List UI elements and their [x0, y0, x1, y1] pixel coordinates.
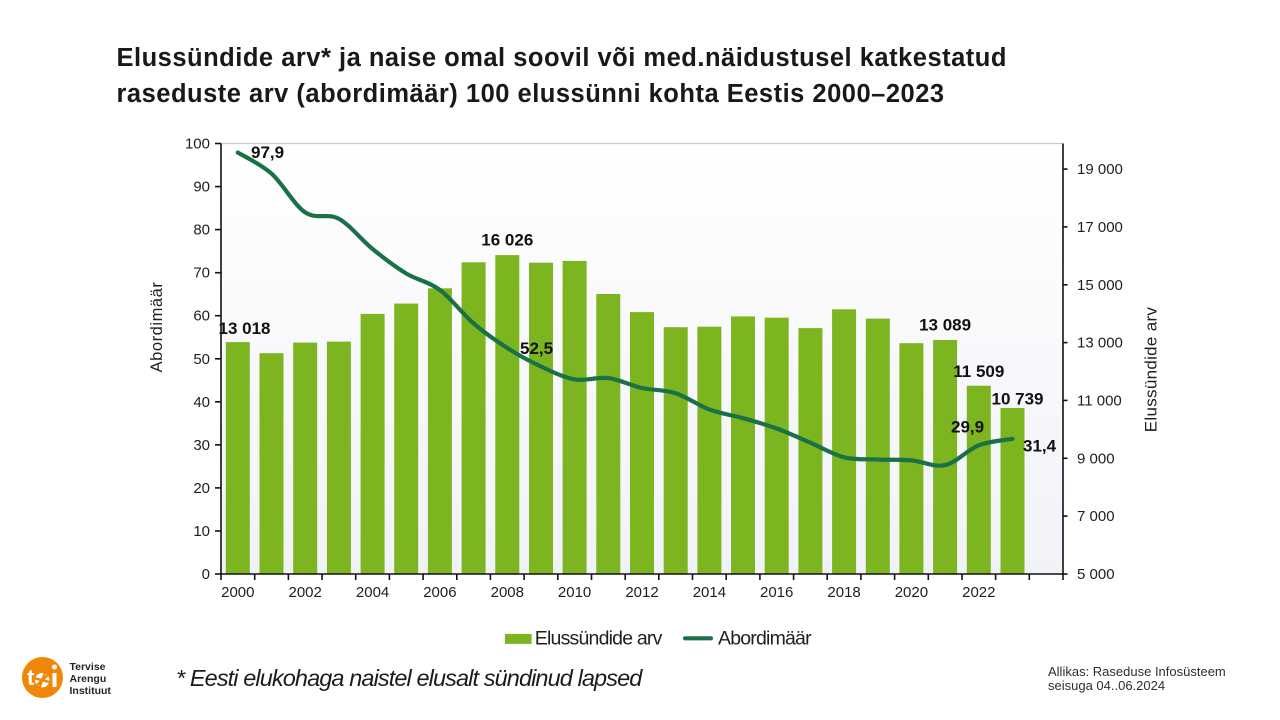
svg-text:0: 0 [202, 566, 210, 583]
svg-text:Abordimäär: Abordimäär [718, 627, 812, 649]
svg-text:10 739: 10 739 [992, 390, 1044, 409]
svg-text:50: 50 [193, 351, 210, 368]
svg-text:9 000: 9 000 [1077, 450, 1115, 467]
svg-text:2018: 2018 [827, 584, 860, 601]
svg-text:2004: 2004 [356, 584, 389, 601]
svg-text:t: t [27, 665, 35, 690]
svg-text:2006: 2006 [423, 584, 456, 601]
svg-text:100: 100 [185, 136, 210, 153]
svg-text:11 509: 11 509 [953, 362, 1004, 381]
svg-text:5 000: 5 000 [1077, 566, 1115, 583]
svg-text:2014: 2014 [693, 584, 726, 601]
svg-text:40: 40 [193, 394, 210, 411]
svg-text:10: 10 [193, 523, 210, 540]
svg-text:15 000: 15 000 [1077, 277, 1123, 294]
svg-text:Abordimäär: Abordimäär [148, 282, 166, 373]
svg-text:7 000: 7 000 [1077, 508, 1115, 525]
svg-text:80: 80 [193, 222, 210, 239]
svg-text:16 026: 16 026 [481, 231, 533, 250]
svg-text:2016: 2016 [760, 584, 793, 601]
svg-text:31,4: 31,4 [1023, 437, 1057, 456]
svg-text:19 000: 19 000 [1077, 161, 1123, 178]
svg-text:13 018: 13 018 [219, 319, 271, 338]
svg-text:90: 90 [193, 179, 210, 196]
svg-text:2010: 2010 [558, 584, 591, 601]
svg-text:20: 20 [193, 480, 210, 497]
svg-text:17 000: 17 000 [1077, 219, 1123, 236]
svg-text:2002: 2002 [289, 584, 322, 601]
svg-text:Elussündide arv: Elussündide arv [1142, 307, 1161, 433]
svg-text:29,9: 29,9 [951, 418, 984, 437]
svg-text:Elussündide arv: Elussündide arv [535, 627, 663, 649]
svg-text:2022: 2022 [962, 584, 995, 601]
svg-text:13 000: 13 000 [1077, 335, 1123, 352]
svg-text:2008: 2008 [491, 584, 524, 601]
svg-text:97,9: 97,9 [251, 143, 284, 162]
svg-text:2000: 2000 [221, 584, 254, 601]
svg-text:2012: 2012 [625, 584, 658, 601]
svg-text:70: 70 [193, 265, 210, 282]
svg-text:13 089: 13 089 [919, 316, 971, 335]
svg-text:2020: 2020 [895, 584, 928, 601]
svg-text:60: 60 [193, 308, 210, 325]
svg-text:52,5: 52,5 [520, 339, 553, 358]
svg-text:30: 30 [193, 437, 210, 454]
svg-text:11 000: 11 000 [1077, 392, 1122, 409]
